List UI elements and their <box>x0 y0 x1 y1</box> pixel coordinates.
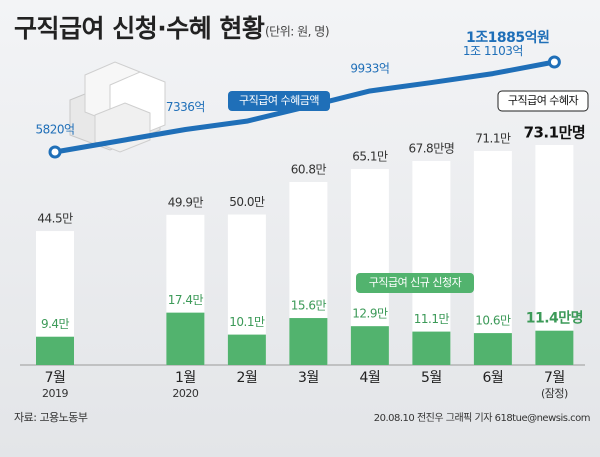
data-label: 11.1만 <box>414 312 450 326</box>
bar <box>166 312 205 365</box>
legend-label: 구직급여 수혜금액 <box>239 94 319 107</box>
legend-box <box>228 91 330 111</box>
data-label: 11.4만명 <box>526 310 583 327</box>
x-tick-label: 5월 <box>421 370 442 386</box>
bar <box>227 334 266 365</box>
legend-label: 구직급여 신규 신청자 <box>369 276 462 289</box>
bar <box>412 331 451 365</box>
legend-label: 구직급여 수혜자 <box>508 94 579 107</box>
line-label: 5820억 <box>35 123 74 137</box>
bar <box>350 326 389 365</box>
bar <box>289 318 328 365</box>
data-label: 15.6만 <box>291 299 327 313</box>
data-label: 67.8만명 <box>408 141 454 155</box>
credit: 20.08.10 전진우 그래픽 기자 618tue@newsis.com <box>374 412 590 424</box>
x-tick-note: 2020 <box>172 387 198 400</box>
chart-title: 구직급여 신청·수혜 현황 <box>14 14 265 43</box>
x-tick-label: 2월 <box>236 370 257 386</box>
line-label: 1조1885억원 <box>466 30 549 46</box>
data-label: 71.1만 <box>475 132 511 146</box>
x-tick-note: (잠정) <box>541 387 568 400</box>
data-label: 44.5만 <box>37 212 73 226</box>
data-label: 17.4만 <box>168 293 204 307</box>
line <box>54 59 555 155</box>
bar <box>412 160 451 365</box>
legend-box <box>497 90 589 112</box>
line-label: 9933억 <box>350 61 389 75</box>
x-tick-label: 7월 <box>45 370 66 386</box>
data-label: 50.0만 <box>229 195 265 209</box>
line-marker <box>48 145 62 159</box>
line-label: 1조 1103억 <box>463 44 523 58</box>
x-tick-label: 6월 <box>482 370 503 386</box>
x-tick-label: 3월 <box>298 370 319 386</box>
bar <box>473 151 512 365</box>
chart-subtitle: (단위: 원, 명) <box>265 25 329 39</box>
x-tick-label: 4월 <box>359 370 380 386</box>
data-label: 10.1만 <box>229 315 265 329</box>
x-tick-label: 7월 <box>544 370 565 386</box>
bar <box>535 330 574 365</box>
source: 자료: 고용노동부 <box>14 411 88 424</box>
data-label: 10.6만 <box>475 314 511 328</box>
data-label: 60.8만 <box>291 163 327 177</box>
data-label: 12.9만 <box>352 307 388 321</box>
bar <box>473 333 512 365</box>
x-tick-label: 1월 <box>175 370 196 386</box>
data-label: 65.1만 <box>352 150 388 164</box>
bar <box>535 145 574 365</box>
data-label: 49.9만 <box>168 195 204 209</box>
x-tick-note: 2019 <box>42 387 68 400</box>
line-marker <box>547 55 561 69</box>
bar <box>36 336 74 365</box>
data-label: 9.4만 <box>41 317 70 331</box>
data-label: 73.1만명 <box>524 124 586 142</box>
line-label: 7336억 <box>166 100 205 114</box>
legend-box <box>356 273 474 293</box>
